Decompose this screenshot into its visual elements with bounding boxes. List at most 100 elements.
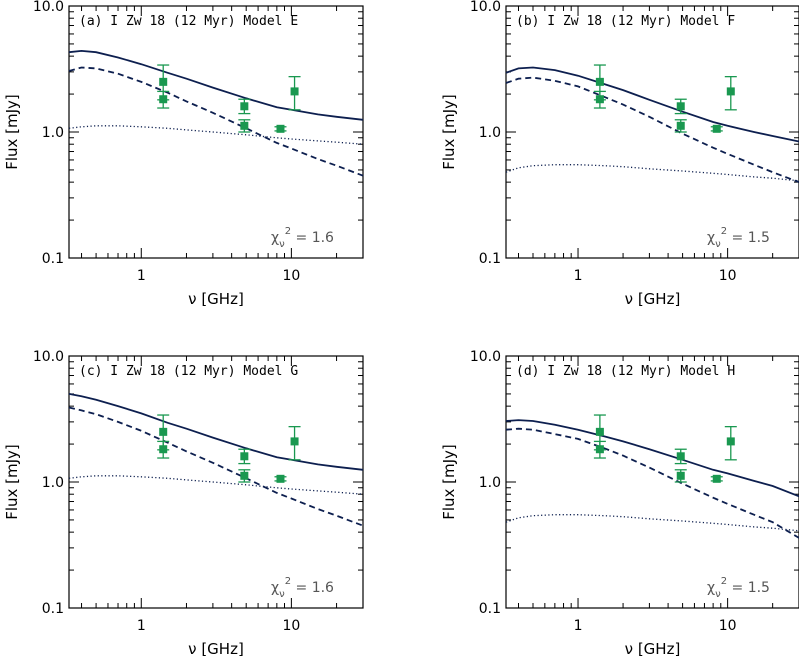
y-tick-label: 10.0 (470, 0, 501, 15)
data-marker (159, 445, 168, 454)
panel-d: 1 10 0.1 1.0 10.0 ν [GHz] Flux [mJy] (d) I Zw 1… (440, 349, 799, 658)
y-tick-label: 1.0 (479, 125, 501, 141)
x-axis-label: ν [GHz] (625, 290, 681, 308)
x-tick-label: 1 (574, 618, 583, 634)
chi-squared-value: = 1.6 (291, 580, 334, 596)
data-point (674, 448, 687, 465)
plot-frame (68, 5, 364, 259)
y-tick-label: 1.0 (42, 475, 64, 491)
data-marker (159, 95, 168, 104)
data-marker (726, 437, 735, 446)
data-point (674, 98, 687, 115)
data-point (593, 90, 606, 109)
chi-squared-value: = 1.5 (727, 230, 770, 246)
y-tick-label: 1.0 (42, 125, 64, 141)
data-marker (240, 121, 249, 130)
y-axis-label: Flux [mJy] (3, 444, 21, 520)
data-point (724, 425, 737, 461)
data-marker (290, 87, 299, 96)
model-curve-dotted (68, 125, 364, 145)
data-marker (159, 427, 168, 436)
data-point (238, 448, 251, 465)
data-point (710, 474, 723, 483)
x-axis-label: ν [GHz] (625, 640, 681, 658)
y-tick-label: 0.1 (479, 251, 501, 267)
chi-squared-label: χν2 = 1.6 (271, 226, 334, 250)
y-tick-label: 0.1 (42, 601, 64, 617)
data-point (274, 474, 287, 483)
model-curve-solid (505, 66, 799, 143)
y-tick-label: 10.0 (33, 0, 64, 15)
model-curve-dashed (68, 406, 364, 527)
data-point (710, 124, 723, 133)
x-tick-label: 10 (282, 268, 300, 284)
y-tick-label: 10.0 (33, 349, 64, 365)
data-marker (276, 124, 285, 133)
data-marker (595, 427, 604, 436)
x-axis-label: ν [GHz] (188, 640, 244, 658)
y-tick-label: 1.0 (479, 475, 501, 491)
data-marker (676, 102, 685, 111)
x-axis-label: ν [GHz] (188, 290, 244, 308)
data-point (157, 90, 170, 109)
x-tick-label: 1 (574, 268, 583, 284)
data-point (724, 75, 737, 111)
data-point (238, 98, 251, 115)
x-tick-label: 1 (137, 618, 146, 634)
x-tick-label: 10 (719, 268, 737, 284)
panel-a: 1 10 0.1 1.0 10.0 ν [GHz] Flux [mJy] (a) I Zw 1… (3, 0, 364, 308)
panel-title: (c) I Zw 18 (12 Myr) Model G (79, 364, 298, 379)
chi-squared-label: χν2 = 1.6 (271, 576, 334, 600)
data-marker (676, 121, 685, 130)
x-tick-label: 1 (137, 268, 146, 284)
model-curve-dashed (505, 427, 799, 539)
chi-squared-label: χν2 = 1.5 (707, 226, 770, 250)
data-point (288, 425, 301, 461)
data-marker (595, 95, 604, 104)
data-marker (276, 474, 285, 483)
chi-squared-value: = 1.5 (727, 580, 770, 596)
data-point (238, 469, 251, 483)
y-tick-label: 0.1 (479, 601, 501, 617)
data-marker (595, 445, 604, 454)
data-marker (240, 471, 249, 480)
data-marker (240, 452, 249, 461)
y-tick-label: 10.0 (470, 349, 501, 365)
panel-title: (b) I Zw 18 (12 Myr) Model F (516, 14, 735, 29)
model-curve-dashed (68, 66, 364, 177)
chi-squared-label: χν2 = 1.5 (707, 576, 770, 600)
y-tick-label: 0.1 (42, 251, 64, 267)
data-point (674, 469, 687, 483)
model-curve-solid (68, 393, 364, 471)
data-marker (726, 87, 735, 96)
model-curve-dotted (505, 164, 799, 182)
y-axis-label: Flux [mJy] (3, 94, 21, 170)
panel-b: 1 10 0.1 1.0 10.0 ν [GHz] Flux [mJy] (b) I Zw 1… (440, 0, 799, 308)
data-marker (676, 471, 685, 480)
model-curve-dotted (505, 514, 799, 532)
data-point (238, 119, 251, 133)
y-axis-label: Flux [mJy] (440, 444, 458, 520)
x-tick-label: 10 (282, 618, 300, 634)
panel-title: (d) I Zw 18 (12 Myr) Model H (516, 364, 735, 379)
model-curve-dashed (505, 76, 799, 183)
data-marker (712, 124, 721, 133)
plot-frame (68, 355, 364, 609)
panel-c: 1 10 0.1 1.0 10.0 ν [GHz] Flux [mJy] (c) I Zw 1… (3, 349, 364, 658)
data-marker (595, 77, 604, 86)
x-tick-label: 10 (719, 618, 737, 634)
data-marker (712, 474, 721, 483)
data-point (274, 124, 287, 133)
data-point (593, 440, 606, 459)
model-curve-dotted (68, 475, 364, 495)
data-marker (676, 452, 685, 461)
chi-squared-value: = 1.6 (291, 230, 334, 246)
model-curve-solid (505, 419, 799, 498)
data-marker (240, 102, 249, 111)
y-axis-label: Flux [mJy] (440, 94, 458, 170)
data-point (288, 75, 301, 111)
data-marker (159, 77, 168, 86)
panel-title: (a) I Zw 18 (12 Myr) Model E (79, 14, 298, 29)
data-point (157, 440, 170, 459)
